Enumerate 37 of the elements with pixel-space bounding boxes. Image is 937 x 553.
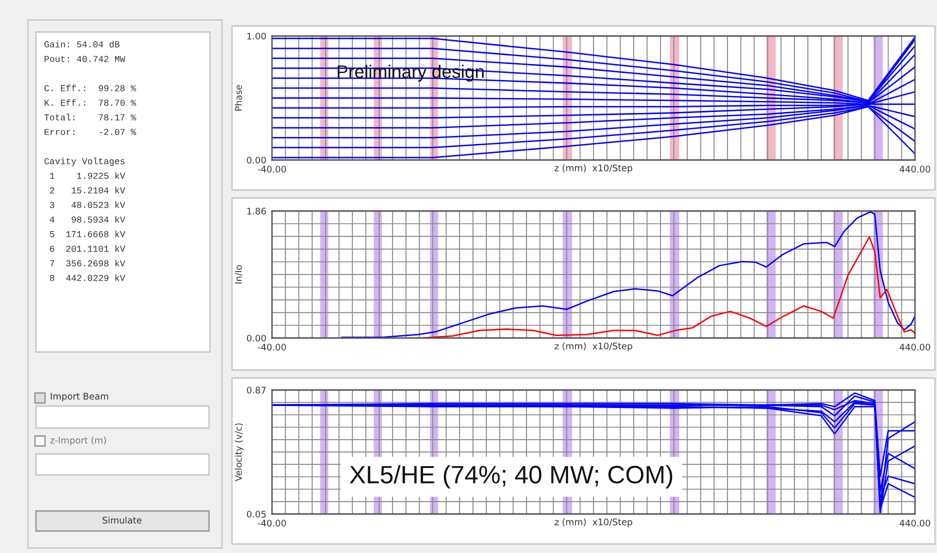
x-tick-label: 440.00 <box>900 344 930 351</box>
y-tick-label: 1.86 <box>247 208 266 215</box>
y-axis-title: Phase <box>234 85 242 111</box>
text: K. Eff.: 78.70 % <box>44 99 136 106</box>
x-axis-title: z (mm) x10/Step <box>554 164 632 174</box>
y-tick-label: 0.87 <box>246 386 266 394</box>
text: Pout: 40.742 MW <box>44 56 126 62</box>
text: 6 201.1101 kV <box>50 245 126 252</box>
x-tick-label: 440.00 <box>900 520 930 527</box>
text: C. Eff.: 99.28 % <box>44 84 136 92</box>
text: 7 356.2698 kV <box>50 260 126 266</box>
text: 3 48.0523 kV <box>50 201 126 208</box>
text: Error: -2.07 % <box>44 128 136 136</box>
y-tick-label: 0.05 <box>246 510 266 518</box>
text: 4 98.5934 kV <box>50 216 126 223</box>
text: 8 442.0229 kV <box>50 274 126 282</box>
y-tick-label: 0.00 <box>246 156 266 164</box>
text: Simulate <box>102 516 142 524</box>
y-tick-label: 1.00 <box>247 32 266 40</box>
x-tick-label: -40.00 <box>258 166 286 173</box>
x-axis-title: z (mm) x10/Step <box>554 518 632 528</box>
text: 1 1.9225 kV <box>50 172 126 179</box>
text: Cavity Voltages <box>44 158 125 166</box>
text: Import Beam <box>50 392 108 402</box>
y-axis-title: In/Io <box>235 265 243 284</box>
text: Gain: 54.04 dB <box>44 40 120 48</box>
x-tick-label: -40.00 <box>258 520 286 527</box>
x-tick-label: -40.00 <box>258 344 286 351</box>
x-axis-title: z (mm) x10/Step <box>554 342 632 352</box>
annotation: XL5/HE (74%; 40 MW; COM) <box>350 465 672 488</box>
text: 5 171.6668 kV <box>50 230 126 238</box>
x-tick-label: 440.00 <box>900 166 930 173</box>
text: z-Import (m) <box>50 436 106 446</box>
text: 2 15.2104 kV <box>50 186 126 194</box>
y-tick-label: 0.00 <box>246 334 266 342</box>
text: Total: 78.17 % <box>44 114 136 120</box>
y-axis-title: Velocity (v/c) <box>234 423 244 482</box>
